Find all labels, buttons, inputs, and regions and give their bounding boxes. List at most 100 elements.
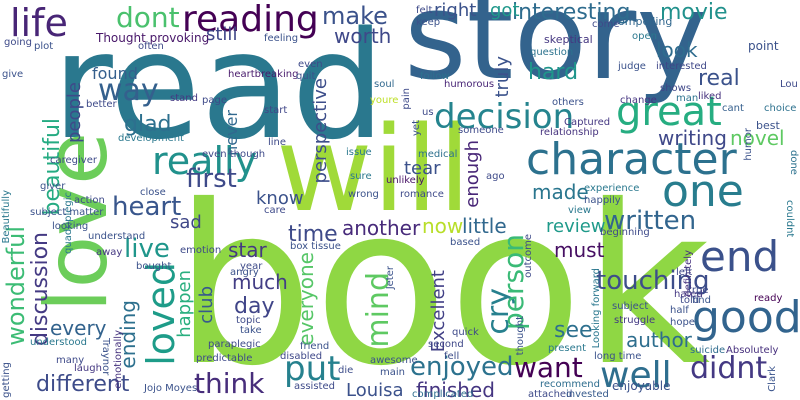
word-now: now bbox=[422, 214, 464, 238]
word-interesting: interesting bbox=[512, 0, 631, 25]
word-beautifully: Beautifully bbox=[1, 190, 12, 244]
word-quick: quick bbox=[452, 327, 479, 338]
word-emotion: emotion bbox=[180, 245, 222, 256]
word-louisa: Louisa bbox=[346, 380, 404, 400]
word-wrong: wrong bbox=[348, 189, 379, 200]
word-relationship: relationship bbox=[540, 127, 599, 138]
word-see: see bbox=[554, 318, 593, 343]
word-skeptical: skeptical bbox=[544, 33, 593, 46]
word-cant: cant bbox=[722, 103, 744, 114]
word-shows: shows bbox=[660, 83, 692, 94]
word-happen: happen bbox=[174, 270, 195, 338]
word-page: page bbox=[202, 95, 227, 106]
word-going: going bbox=[4, 37, 32, 48]
word-jeter: Jeter bbox=[385, 266, 396, 290]
word-main: main bbox=[380, 367, 405, 378]
word-box-tissue: box tissue bbox=[290, 241, 341, 252]
word-live: live bbox=[124, 234, 170, 264]
word-well: well bbox=[600, 355, 672, 396]
word-first: first bbox=[186, 164, 237, 194]
word-point: point bbox=[748, 39, 779, 53]
word-getting: getting bbox=[1, 362, 12, 398]
word-great: great bbox=[616, 89, 722, 135]
word-wonderful: wonderful bbox=[2, 226, 30, 346]
word-read: read bbox=[52, 0, 386, 172]
word-star: star bbox=[228, 238, 267, 262]
word-club: club bbox=[196, 286, 217, 324]
word-worth: worth bbox=[334, 24, 392, 48]
word-unlikely: unlikely bbox=[386, 175, 425, 186]
word-day: day bbox=[234, 294, 275, 319]
word-absolutely: Absolutely bbox=[726, 345, 779, 356]
word-hope: hope bbox=[670, 317, 695, 328]
word-jojo-moyes: Jojo Moyes bbox=[144, 383, 198, 394]
word-enough: enough bbox=[462, 140, 483, 208]
word-way: way bbox=[98, 73, 159, 108]
word-recommend: recommend bbox=[540, 379, 600, 390]
word-many: many bbox=[56, 355, 85, 366]
word-start: start bbox=[264, 105, 288, 116]
word-every: every bbox=[50, 316, 107, 340]
word-didnt: didnt bbox=[690, 351, 768, 386]
word-told: told bbox=[680, 295, 700, 306]
word-man: man bbox=[676, 93, 699, 104]
word-often: often bbox=[138, 41, 164, 52]
word-character: character bbox=[526, 134, 737, 185]
word-little: little bbox=[462, 214, 507, 238]
word-found: found bbox=[92, 64, 138, 83]
word-truly: truly bbox=[492, 56, 513, 98]
word-review: review bbox=[546, 216, 606, 237]
word-pain: pain bbox=[401, 88, 412, 110]
word-author: author bbox=[626, 328, 692, 352]
word-fell: fell bbox=[444, 351, 460, 362]
word-even-though: even though bbox=[202, 149, 266, 160]
word-topic: topic bbox=[236, 315, 261, 326]
word-giver: giver bbox=[40, 181, 66, 192]
word-change: change bbox=[620, 95, 657, 106]
word-happily: happily bbox=[584, 195, 621, 206]
word-made: made bbox=[532, 180, 589, 204]
word-beginning: beginning bbox=[600, 227, 650, 238]
word-even: even bbox=[298, 59, 323, 70]
word-best: best bbox=[756, 119, 780, 132]
word-emotionally: emotionally bbox=[113, 330, 124, 389]
word-couldnt: couldnt bbox=[784, 200, 795, 238]
word-awesome: awesome bbox=[370, 355, 418, 366]
word-plot: plot bbox=[34, 41, 54, 52]
word-angry: angry bbox=[230, 267, 259, 278]
word-time: time bbox=[288, 222, 338, 247]
word-dont: dont bbox=[116, 1, 180, 34]
word-will: will bbox=[276, 100, 471, 238]
word-felt: felt bbox=[416, 5, 433, 16]
word-life: life bbox=[10, 1, 68, 45]
word-die: die bbox=[338, 365, 354, 376]
word-subject: subject bbox=[612, 301, 649, 312]
word-half: half bbox=[670, 305, 689, 316]
word-touching: touching bbox=[596, 266, 710, 296]
word-line: line bbox=[268, 137, 287, 148]
word-understand: understand bbox=[88, 231, 146, 242]
word-book: book bbox=[174, 158, 711, 400]
word-keep: keep bbox=[416, 17, 441, 28]
word-medical: medical bbox=[418, 149, 458, 160]
word-thought: thought bbox=[515, 316, 526, 356]
word-judge: judge bbox=[618, 61, 646, 72]
word-lou: Lou bbox=[780, 79, 798, 90]
word-development: development bbox=[118, 133, 184, 144]
word-come: come bbox=[592, 19, 620, 30]
word-story: story bbox=[404, 0, 708, 107]
word-much: much bbox=[232, 270, 288, 294]
word-soul: soul bbox=[374, 79, 395, 90]
word-clark: Clark bbox=[767, 366, 778, 392]
word-want: want bbox=[514, 351, 583, 384]
word-heartbreaking: heartbreaking bbox=[228, 69, 299, 80]
word-thought-provoking: Thought provoking bbox=[96, 31, 210, 45]
word-beautiful: beautiful bbox=[40, 118, 65, 216]
word-others: others bbox=[552, 97, 584, 108]
word-another: another bbox=[342, 216, 421, 240]
word-captured: Captured bbox=[564, 117, 611, 128]
word-choice: choice bbox=[764, 103, 797, 114]
word-laugh: laugh bbox=[74, 363, 102, 374]
word-attached: attached bbox=[528, 389, 573, 400]
word-put: put bbox=[284, 349, 341, 389]
